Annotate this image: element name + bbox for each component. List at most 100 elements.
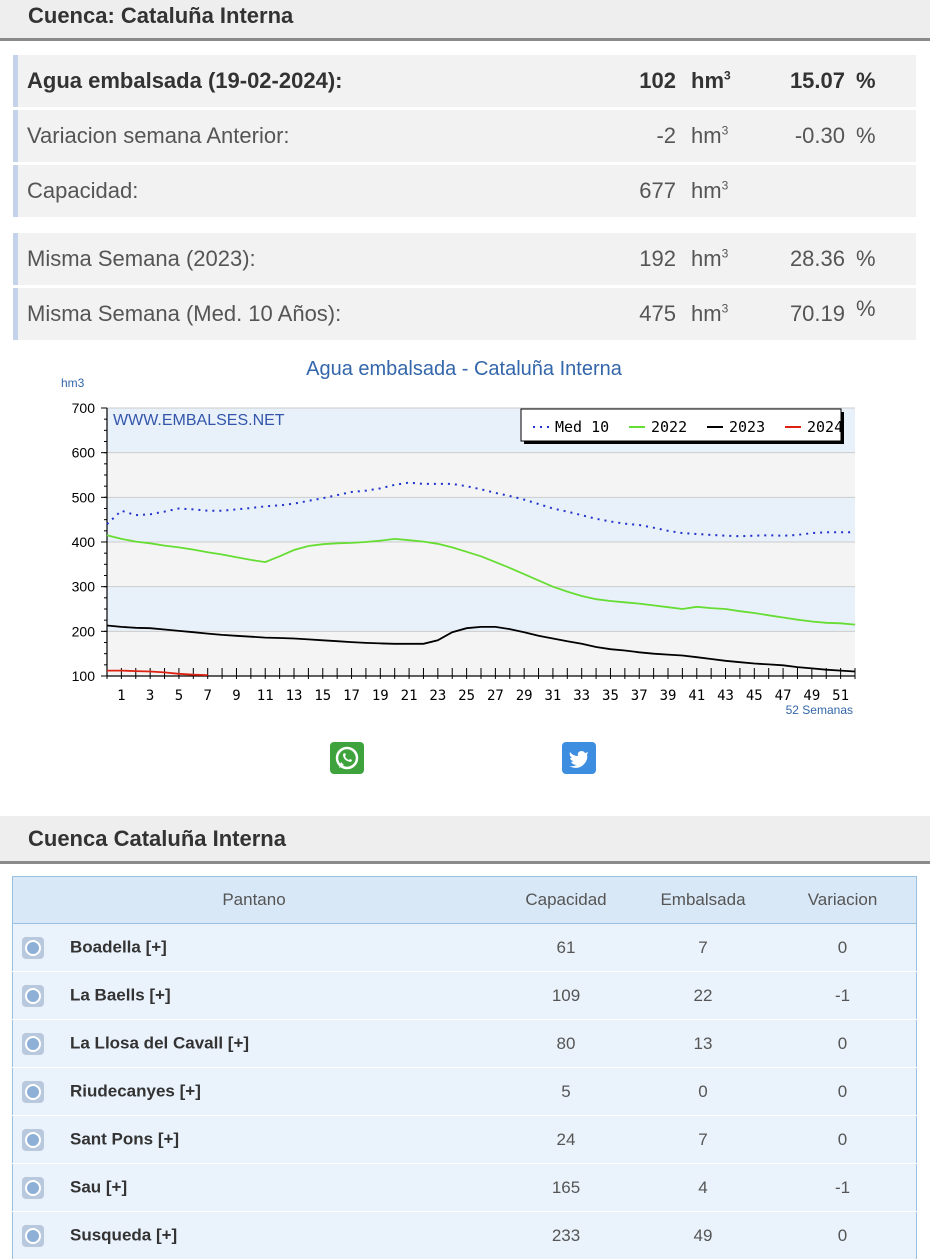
- column-header-variacion[interactable]: Variacion: [769, 876, 917, 924]
- y-tick-label: 100: [72, 668, 96, 684]
- table-row: La Llosa del Cavall [+] 80 13 0: [12, 1019, 917, 1068]
- reservoir-link[interactable]: La Baells [+]: [70, 984, 171, 1004]
- stat-percent: 70.19: [789, 301, 845, 326]
- x-tick-label: 31: [544, 688, 561, 704]
- stat-label: Misma Semana (2023):: [27, 246, 256, 271]
- chart-title: Agua embalsada - Cataluña Interna: [306, 358, 623, 380]
- y-tick-label: 200: [72, 623, 96, 639]
- stat-variacion: Variacion semana Anterior: -2 hm3 -0.30 …: [13, 110, 916, 162]
- capacidad-cell: 233: [495, 1211, 637, 1260]
- column-header-pantano[interactable]: Pantano: [12, 876, 495, 924]
- embalsada-cell: 7: [637, 923, 769, 972]
- capacidad-cell: 165: [495, 1163, 637, 1212]
- legend-label: Med 10: [555, 418, 609, 436]
- legend-label: 2024: [807, 418, 843, 436]
- x-tick-label: 21: [401, 688, 418, 704]
- clock-icon[interactable]: [22, 936, 44, 959]
- stat-value: 475: [639, 301, 676, 326]
- x-tick-label: 17: [343, 688, 360, 704]
- watermark-text: WWW.EMBALSES.NET: [113, 412, 285, 429]
- page-title: Cuenca: Cataluña Interna: [28, 3, 294, 28]
- column-header-embalsada[interactable]: Embalsada: [637, 876, 769, 924]
- stat-label: Agua embalsada (19-02-2024):: [27, 68, 343, 93]
- x-tick-label: 29: [516, 688, 533, 704]
- x-tick-label: 47: [775, 688, 792, 704]
- reservoir-name-cell: Riudecanyes [+]: [12, 1067, 495, 1116]
- reservoir-link[interactable]: Sant Pons [+]: [70, 1128, 180, 1148]
- reservoir-link[interactable]: Susqueda [+]: [70, 1224, 178, 1244]
- twitter-share-button[interactable]: [562, 742, 596, 774]
- reservoir-name-cell: Sant Pons [+]: [12, 1115, 495, 1164]
- y-tick-label: 700: [72, 400, 96, 416]
- embalsada-cell: 4: [637, 1163, 769, 1212]
- stat-percent-sign: %: [856, 296, 876, 321]
- capacidad-cell: 24: [495, 1115, 637, 1164]
- stat-misma-semana-med10: Misma Semana (Med. 10 Años): 475 hm3 70.…: [13, 288, 916, 340]
- column-header-capacidad[interactable]: Capacidad: [495, 876, 637, 924]
- reservoir-name-cell: Sau [+]: [12, 1163, 495, 1212]
- stat-value: 102: [639, 68, 676, 93]
- reservoir-link[interactable]: Riudecanyes [+]: [70, 1080, 201, 1100]
- reservoir-name-cell: La Llosa del Cavall [+]: [12, 1019, 495, 1068]
- stat-capacidad: Capacidad: 677 hm3: [13, 165, 916, 217]
- plot-band: [107, 452, 855, 498]
- x-tick-label: 11: [257, 688, 274, 704]
- stat-percent-sign: %: [856, 68, 876, 93]
- x-tick-label: 49: [803, 688, 820, 704]
- clock-icon[interactable]: [22, 1224, 44, 1247]
- whatsapp-icon: [335, 746, 359, 770]
- x-tick-label: 23: [429, 688, 446, 704]
- whatsapp-share-button[interactable]: [330, 742, 364, 774]
- table-row: Sau [+] 165 4 -1: [12, 1163, 917, 1212]
- clock-icon[interactable]: [22, 1080, 44, 1103]
- clock-icon[interactable]: [22, 1128, 44, 1151]
- capacidad-cell: 80: [495, 1019, 637, 1068]
- table-row: Sant Pons [+] 24 7 0: [12, 1115, 917, 1164]
- stat-label: Variacion semana Anterior:: [27, 123, 290, 148]
- variacion-cell: 0: [769, 1019, 917, 1068]
- x-tick-label: 13: [286, 688, 303, 704]
- table-row: Boadella [+] 61 7 0: [12, 923, 917, 972]
- legend-box: [520, 408, 842, 442]
- table-row: La Baells [+] 109 22 -1: [12, 971, 917, 1020]
- x-tick-label: 45: [746, 688, 763, 704]
- stat-unit: hm3: [691, 178, 729, 203]
- x-tick-label: 25: [458, 688, 475, 704]
- variacion-cell: 0: [769, 1115, 917, 1164]
- legend-label: 2023: [729, 418, 765, 436]
- x-tick-label: 7: [203, 688, 211, 704]
- stat-value: 677: [639, 178, 676, 203]
- series-line-2023: [106, 624, 856, 673]
- stat-misma-semana-2023: Misma Semana (2023): 192 hm3 28.36 %: [13, 233, 916, 285]
- stat-value: -2: [656, 123, 676, 148]
- clock-icon[interactable]: [22, 984, 44, 1007]
- reservoir-link[interactable]: Sau [+]: [70, 1176, 128, 1196]
- clock-icon[interactable]: [22, 1176, 44, 1199]
- x-tick-label: 33: [573, 688, 590, 704]
- stat-label: Misma Semana (Med. 10 Años):: [27, 301, 342, 326]
- plot-band: [107, 497, 855, 542]
- reservoir-link[interactable]: Boadella [+]: [70, 936, 167, 956]
- stat-percent: 15.07: [789, 68, 845, 93]
- embalsada-cell: 13: [637, 1019, 769, 1068]
- embalsada-cell: 22: [637, 971, 769, 1020]
- embalsada-cell: 49: [637, 1211, 769, 1260]
- reservoir-name-cell: La Baells [+]: [12, 971, 495, 1020]
- series-line-2024: [107, 669, 208, 676]
- variacion-cell: -1: [769, 971, 917, 1020]
- table-header-row: Pantano Capacidad Embalsada Variacion: [12, 876, 917, 924]
- x-axis-label: 52 Semanas: [786, 703, 853, 717]
- stat-unit: hm3: [691, 123, 729, 148]
- plot-band: [107, 542, 855, 587]
- stat-value: 192: [639, 246, 676, 271]
- stat-percent-sign: %: [856, 246, 876, 271]
- clock-icon[interactable]: [22, 1032, 44, 1055]
- section-header: Cuenca Cataluña Interna: [0, 816, 930, 864]
- x-tick-label: 37: [631, 688, 648, 704]
- reservoir-table: Pantano Capacidad Embalsada Variacion Bo…: [12, 876, 917, 1260]
- reservoir-link[interactable]: La Llosa del Cavall [+]: [70, 1032, 250, 1052]
- x-tick-label: 3: [146, 688, 154, 704]
- y-tick-label: 300: [72, 579, 96, 595]
- x-tick-label: 51: [832, 688, 849, 704]
